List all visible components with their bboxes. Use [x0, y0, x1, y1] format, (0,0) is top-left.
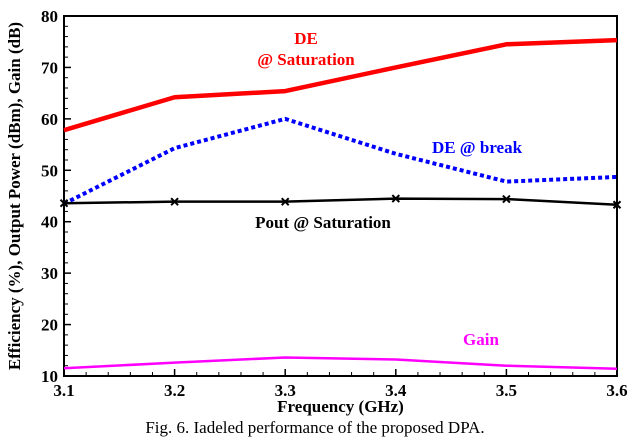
data-point-marker [170, 197, 179, 206]
x-tick-label: 3.5 [496, 381, 517, 400]
series-line-pout-sat [63, 197, 618, 206]
plot-area: 10 20 30 40 50 60 70 80 3.1 3.2 3.3 3.4 3.5 3.6 DE @ Sa… [41, 7, 628, 400]
x-tick-label: 3.6 [606, 381, 627, 400]
annotation-label-de-sat: @ Saturation [257, 50, 355, 69]
x-tick-label: 3.4 [385, 381, 407, 400]
y-axis-title: Efficiency (%), Output Power (dBm), Gain… [5, 22, 24, 370]
annotation-label-gain: Gain [463, 330, 499, 349]
data-point-marker [502, 194, 511, 204]
data-point-marker [59, 198, 69, 208]
series-line-gain [63, 356, 618, 371]
y-tick-label: 30 [41, 264, 58, 283]
y-tick-label: 40 [41, 213, 58, 232]
x-axis-title: Frequency (GHz) [277, 397, 404, 416]
figure-caption: Fig. 6. Iadeled performance of the propo… [145, 418, 485, 437]
data-point-marker [280, 197, 290, 206]
annotation-label-de-sat: DE [294, 29, 318, 48]
annotation-label-pout-sat: Pout @ Saturation [255, 213, 391, 232]
x-tick-label: 3.1 [53, 381, 74, 400]
x-tick-label: 3.3 [275, 381, 296, 400]
y-tick-label: 10 [41, 367, 58, 386]
data-point-marker [612, 200, 622, 209]
y-tick-label: 50 [41, 161, 58, 180]
y-tick-label: 70 [41, 58, 58, 77]
y-tick-label: 20 [41, 316, 58, 335]
data-point-marker [391, 194, 401, 203]
y-tick-label: 60 [41, 110, 58, 129]
annotation-label-de-break: DE @ break [432, 138, 523, 157]
y-tick-label: 80 [41, 7, 58, 26]
x-tick-label: 3.2 [164, 381, 185, 400]
series-line-de-break [63, 116, 618, 206]
chart: 10 20 30 40 50 60 70 80 3.1 3.2 3.3 3.4 3.5 3.6 DE @ Sa… [5, 7, 628, 416]
series-line-de-sat [63, 37, 618, 133]
plot-frame [63, 15, 618, 377]
